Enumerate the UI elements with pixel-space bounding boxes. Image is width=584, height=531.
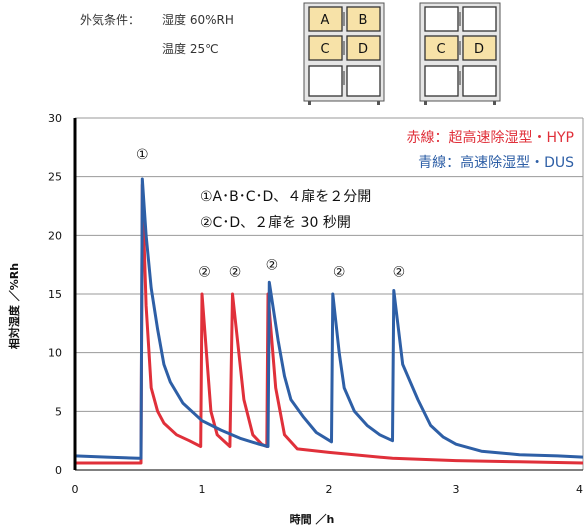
y-tick-label-3: 15 xyxy=(48,288,62,301)
cabinet-right-icon: C D xyxy=(419,2,501,105)
cabinet-left-door-d: D xyxy=(358,42,368,57)
event-marker-1: ② xyxy=(198,264,211,280)
y-axis-title: 相対湿度 ／%Rh xyxy=(7,263,21,349)
note-two-doors: ②C･D、２扉を 30 秒開 xyxy=(200,215,351,231)
x-axis-title: 時間 ／h xyxy=(290,512,335,526)
legend-red: 赤線：超高速除湿型・HYP xyxy=(406,129,574,146)
legend-blue: 青線：高速除湿型・DUS xyxy=(418,154,574,171)
y-tick-label-1: 5 xyxy=(55,405,62,418)
event-marker-4: ② xyxy=(333,264,346,280)
x-tick-label-3: 3 xyxy=(453,483,460,496)
cabinet-left-icon: A B C D xyxy=(303,2,385,105)
event-marker-5: ② xyxy=(393,264,406,280)
x-tick-label-1: 1 xyxy=(199,483,206,496)
series-line-hyp-red xyxy=(75,183,584,465)
event-marker-2: ② xyxy=(229,264,242,280)
cabinet-left-door-c: C xyxy=(320,42,329,57)
x-tick-label-0: 0 xyxy=(72,483,79,496)
x-tick-label-4: 4 xyxy=(576,483,583,496)
event-marker-0: ① xyxy=(136,147,149,163)
y-tick-label-5: 25 xyxy=(48,171,62,184)
series-line-dus-blue xyxy=(74,177,584,460)
x-tick-label-2: 2 xyxy=(326,483,333,496)
cabinet-right-door-d: D xyxy=(474,42,484,57)
outdoor-conditions-label: 外気条件： xyxy=(80,13,141,27)
cabinet-left-door-a: A xyxy=(321,13,330,28)
note-four-doors: ①A･B･C･D、４扉を２分開 xyxy=(200,189,371,205)
outdoor-temperature-text: 温度 25℃ xyxy=(162,42,219,56)
y-tick-label-2: 10 xyxy=(48,347,62,360)
event-marker-3: ② xyxy=(266,257,279,273)
y-tick-label-4: 20 xyxy=(48,229,62,242)
cabinet-right-door-c: C xyxy=(436,42,445,57)
outdoor-humidity-text: 湿度 60%RH xyxy=(162,13,234,27)
cabinet-left-door-b: B xyxy=(359,13,368,28)
y-tick-label-0: 0 xyxy=(55,464,62,477)
y-tick-label-6: 30 xyxy=(48,112,62,125)
